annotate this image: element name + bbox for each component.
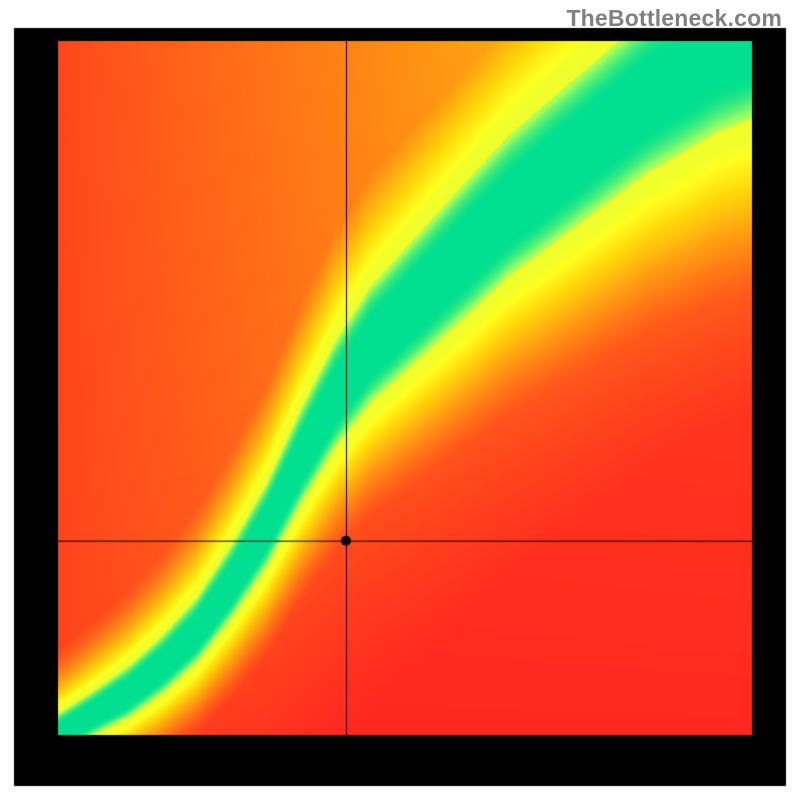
chart-container: TheBottleneck.com bbox=[0, 0, 800, 800]
heatmap-canvas bbox=[0, 0, 800, 800]
watermark-label: TheBottleneck.com bbox=[566, 5, 782, 32]
